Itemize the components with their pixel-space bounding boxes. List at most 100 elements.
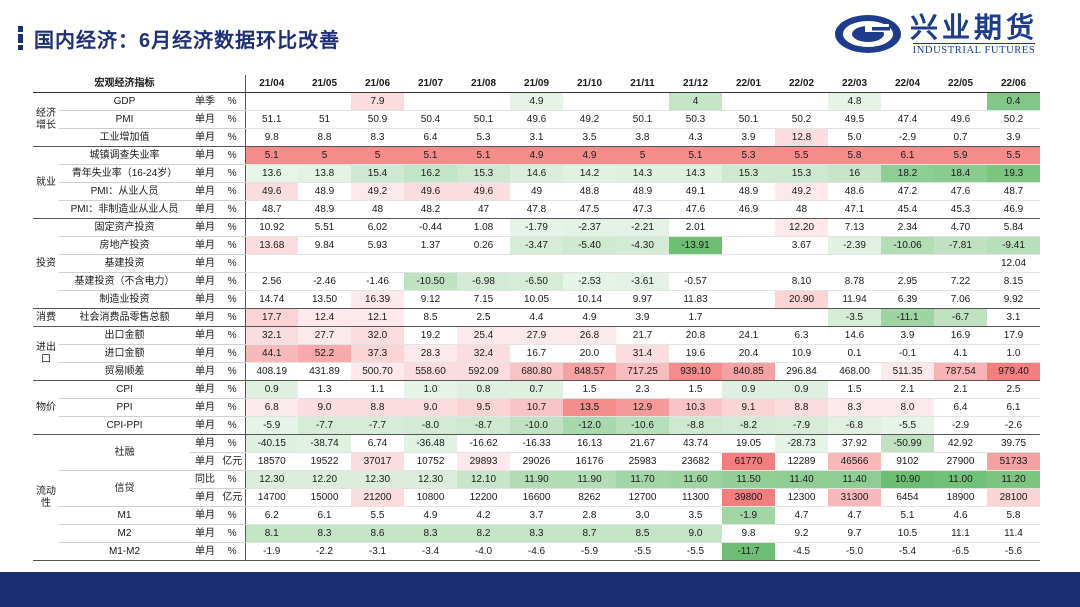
table-row: 流动性 社融 单月% -40.15 -38.74 6.74 -36.48 -16.62 -16.…: [33, 434, 1040, 562]
indicator-cell: 社会消费品零售总额: [59, 308, 190, 328]
unit-cell: %: [220, 416, 246, 436]
value-cell: [616, 254, 669, 274]
indicator-cell: M1: [59, 506, 190, 526]
value-cell: -2.2: [298, 542, 351, 562]
value-cell: 8.5: [404, 308, 457, 328]
value-cell: 43.74: [669, 434, 722, 454]
value-cell: 9.7: [828, 524, 881, 544]
category-cell: 消费: [33, 308, 59, 328]
indicator-cell: GDP: [59, 92, 190, 112]
value-cell: 408.19: [245, 362, 298, 382]
value-cell: 21.7: [616, 326, 669, 346]
value-cell: [245, 254, 298, 274]
value-cell: -2.6: [987, 416, 1040, 436]
value-cell: 13.6: [245, 164, 298, 184]
value-cell: 47.1: [828, 200, 881, 220]
value-cell: -4.6: [510, 542, 563, 562]
value-cell: 11.1: [934, 524, 987, 544]
value-cell: 8.10: [775, 272, 828, 292]
value-cell: 3.1: [987, 308, 1040, 328]
value-cell: [775, 254, 828, 274]
value-cell: 49.2: [563, 110, 616, 130]
category-cell: 流动性: [33, 434, 59, 562]
value-cell: [563, 92, 616, 112]
value-cell: 32.0: [351, 326, 404, 346]
value-cell: 11300: [669, 488, 722, 508]
value-cell: 9.84: [298, 236, 351, 256]
value-cell: 6.02: [351, 218, 404, 238]
value-cell: -2.9: [881, 128, 934, 148]
frequency-cell: 单月: [190, 290, 220, 310]
value-cell: 2.1: [934, 380, 987, 400]
value-cell: 19.2: [404, 326, 457, 346]
frequency-cell: 单月: [190, 308, 220, 328]
value-cell: 39800: [722, 488, 775, 508]
category-cell: 进出口: [33, 326, 59, 382]
value-cell: 12.1: [351, 308, 404, 328]
value-cell: -7.9: [775, 416, 828, 436]
value-cell: 1.0: [987, 344, 1040, 364]
header-label: 宏观经济指标: [59, 75, 190, 94]
value-cell: 49.2: [351, 182, 404, 202]
unit-cell: %: [220, 308, 246, 328]
header-month: 21/12: [669, 75, 722, 94]
value-cell: 11.83: [669, 290, 722, 310]
indicator-cell: M2: [59, 524, 190, 544]
value-cell: 49.5: [828, 110, 881, 130]
indicator-cell: 基建投资: [59, 254, 190, 274]
value-cell: 5: [298, 146, 351, 166]
table-row: 单月 亿元 18570 19522 37017 10752 29893 29026 16176 2…: [33, 452, 1040, 472]
value-cell: 19.3: [987, 164, 1040, 184]
value-cell: 48: [775, 200, 828, 220]
value-cell: 18.2: [881, 164, 934, 184]
value-cell: [457, 92, 510, 112]
value-cell: 8.8: [298, 128, 351, 148]
frequency-cell: 单月: [190, 506, 220, 526]
value-cell: -5.0: [828, 542, 881, 562]
value-cell: 511.35: [881, 362, 934, 382]
value-cell: 1.7: [669, 308, 722, 328]
value-cell: 16.2: [404, 164, 457, 184]
value-cell: -1.79: [510, 218, 563, 238]
value-cell: 50.1: [722, 110, 775, 130]
unit-cell: %: [220, 542, 246, 562]
value-cell: 1.08: [457, 218, 510, 238]
indicator-cell: 社融: [59, 434, 190, 472]
value-cell: -8.7: [457, 416, 510, 436]
unit-cell: %: [220, 470, 246, 490]
value-cell: -8.0: [404, 416, 457, 436]
value-cell: -1.9: [722, 506, 775, 526]
indicator-cell: PPI: [59, 398, 190, 418]
value-cell: 29026: [510, 452, 563, 472]
value-cell: 49.6: [457, 182, 510, 202]
title-bar: 国内经济：6月经济数据环比改善: [18, 20, 340, 56]
indicator-cell: M1-M2: [59, 542, 190, 562]
table-row: 进口金额 单月% 44.1 52.2 37.3 28.3 32.4 16.7 20.0 31.4 1…: [33, 344, 1040, 364]
value-cell: 5.84: [987, 218, 1040, 238]
frequency-cell: 单月: [190, 434, 220, 454]
value-cell: 2.95: [881, 272, 934, 292]
value-cell: 939.10: [669, 362, 722, 382]
value-cell: 10.5: [881, 524, 934, 544]
table-header-row: 宏观经济指标 21/04 21/05 21/06 21/07 21/08 21/09 21/…: [33, 75, 1040, 94]
value-cell: [722, 254, 775, 274]
value-cell: 10752: [404, 452, 457, 472]
table-row: 基建投资（不含电力） 单月% 2.56 -2.46 -1.46 -10.50 -6.98 -6…: [33, 272, 1040, 292]
header-month: 22/01: [722, 75, 775, 94]
value-cell: 47.6: [669, 200, 722, 220]
value-cell: 51: [298, 110, 351, 130]
value-cell: 12.30: [404, 470, 457, 490]
value-cell: 2.8: [563, 506, 616, 526]
frequency-cell: 单月: [190, 362, 220, 382]
value-cell: 25983: [616, 452, 669, 472]
value-cell: 16.39: [351, 290, 404, 310]
value-cell: 0.9: [775, 380, 828, 400]
value-cell: 49.6: [404, 182, 457, 202]
value-cell: 1.5: [828, 380, 881, 400]
value-cell: 11.70: [616, 470, 669, 490]
unit-cell: 亿元: [220, 488, 246, 508]
value-cell: 3.7: [510, 506, 563, 526]
value-cell: 14.3: [669, 164, 722, 184]
value-cell: 4.4: [510, 308, 563, 328]
header-month: 22/04: [881, 75, 934, 94]
